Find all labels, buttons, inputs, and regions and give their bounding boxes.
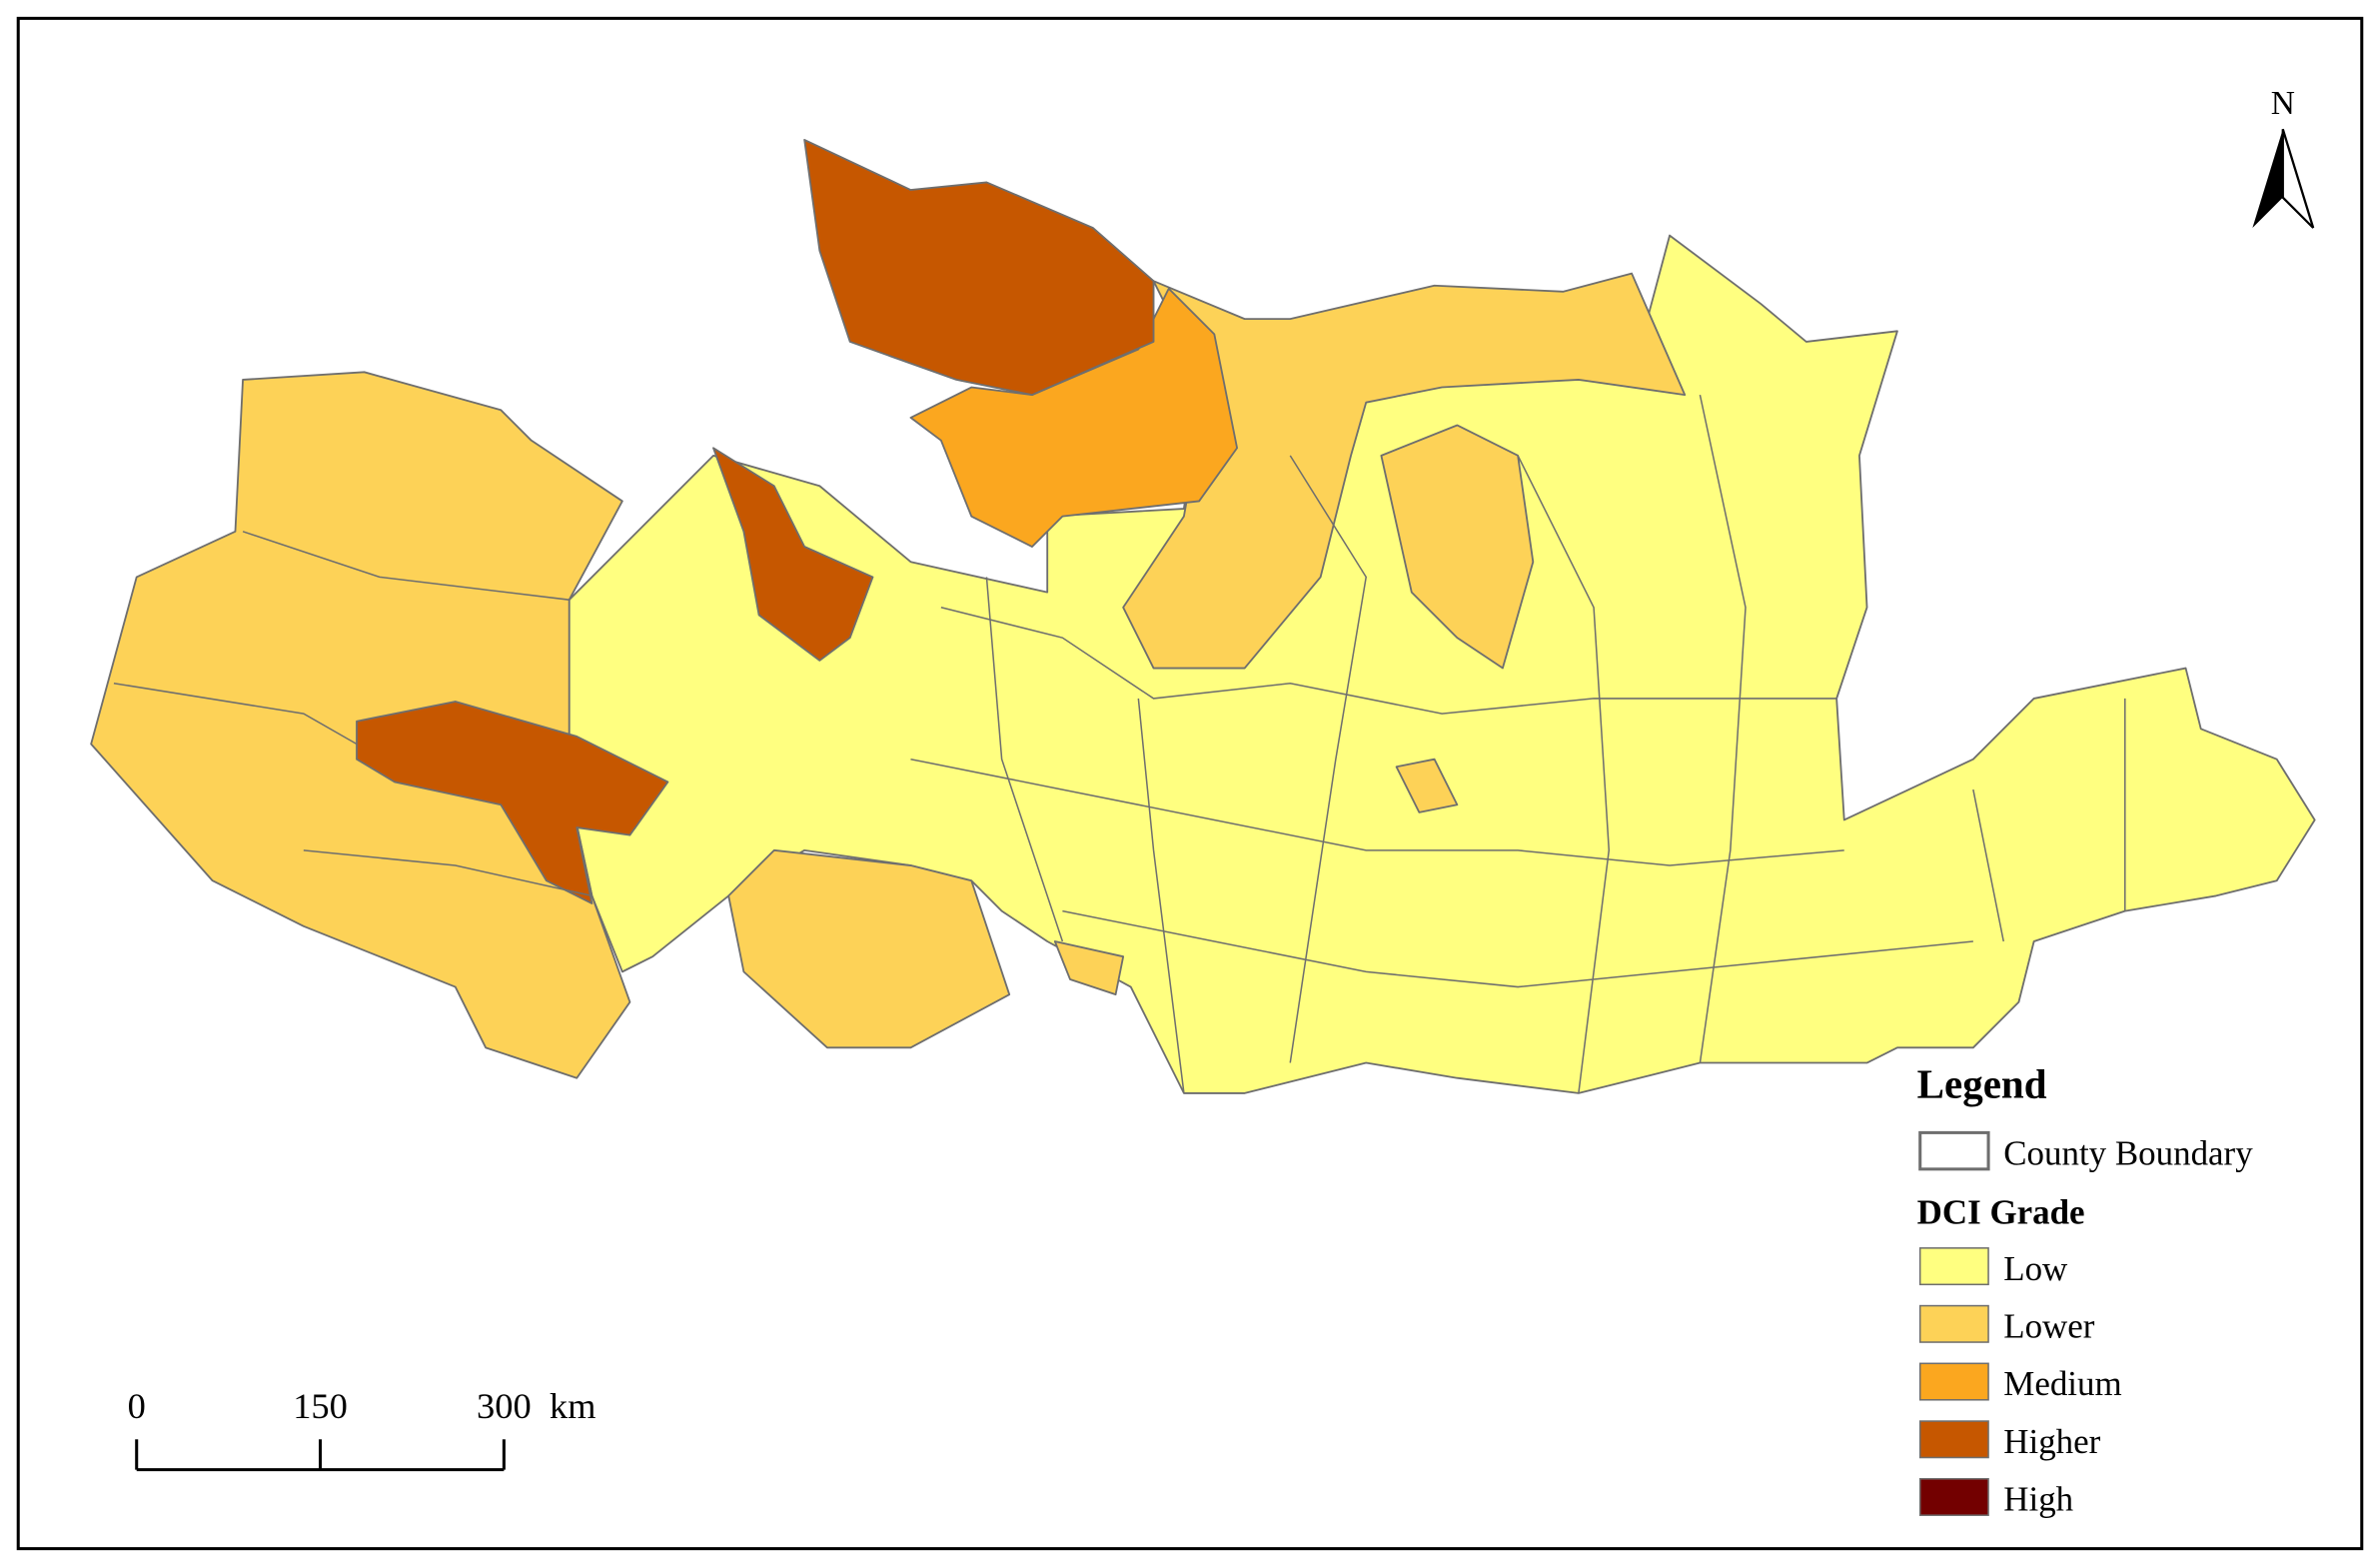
scale-bar: 0 150 300 km: [128, 1386, 596, 1472]
grade-swatch: [1918, 1247, 1989, 1286]
county-regions: [90, 138, 2316, 1094]
grade-swatch: [1918, 1362, 1989, 1401]
grade-swatch: [1918, 1304, 1989, 1343]
grade-label: Higher: [2003, 1422, 2100, 1461]
arrow-right: [2281, 128, 2315, 229]
grade-title: DCI Grade: [1917, 1193, 2085, 1232]
county-lines: [113, 394, 2126, 1093]
legend: Legend County Boundary DCI Grade Low Lowe…: [1917, 1060, 2254, 1518]
region: [1395, 758, 1459, 813]
grade-label: Lower: [2003, 1306, 2095, 1345]
north-label: N: [2271, 85, 2295, 122]
grade-swatch: [1918, 1420, 1989, 1459]
map-frame: [16, 16, 2364, 1551]
boundary-swatch: [1918, 1130, 1990, 1171]
region: [1380, 424, 1535, 670]
scale-unit: km: [550, 1386, 596, 1426]
region: [356, 701, 669, 904]
region: [712, 447, 874, 662]
scale-label: 150: [293, 1386, 348, 1426]
region: [727, 848, 1011, 1049]
boundary-label: County Boundary: [2003, 1133, 2253, 1172]
region: [803, 138, 1155, 397]
region: [1122, 272, 1687, 670]
scale-label: 0: [128, 1386, 146, 1426]
grade-label: Medium: [2003, 1364, 2121, 1403]
scale-label: 300: [477, 1386, 532, 1426]
grade-swatch: [1918, 1478, 1989, 1516]
grade-label: Low: [2003, 1249, 2068, 1288]
grade-label: High: [2003, 1480, 2073, 1519]
legend-title: Legend: [1917, 1060, 2047, 1106]
region: [1053, 940, 1125, 996]
